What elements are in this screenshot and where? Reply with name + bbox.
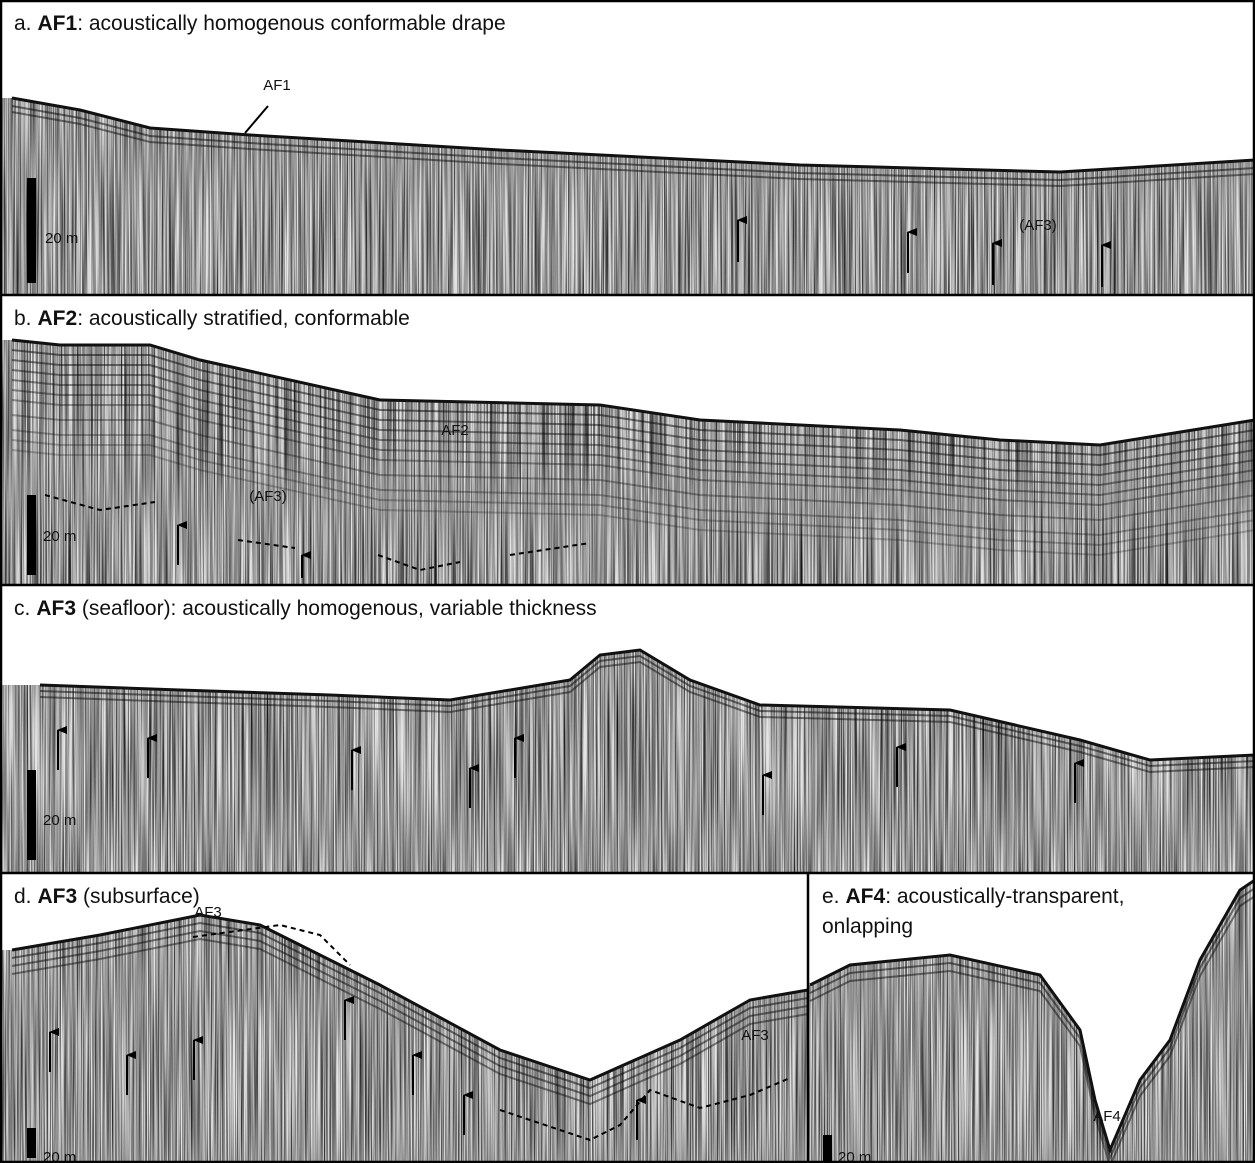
unit-label: (AF3) [1019,217,1057,234]
reflector [11,429,1255,537]
unit-label: AF1 [263,77,291,94]
reflector [11,414,1255,522]
panel-caption: a. AF1: acoustically homogenous conformab… [14,12,506,35]
panel-caption: e. AF4: acoustically-transparent, [822,885,1124,908]
panel-letter: e. [822,885,840,908]
sediment-texture [0,650,1255,873]
panel-code: AF4 [846,885,886,908]
dashed-horizon [499,1077,791,1142]
unit-label: AF2 [441,422,469,439]
panel-caption-text: (seafloor): acoustically homogenous, var… [76,597,597,620]
reflector [11,349,1255,457]
panel [0,913,808,1163]
reflector [11,111,1255,188]
reflector [11,105,1255,182]
panel-code: AF3 [36,597,76,620]
sediment-texture [0,340,1255,585]
reflector [11,929,808,1098]
reflector [11,359,1255,467]
leader-line [244,105,269,134]
panel-caption-line2: onlapping [822,915,913,938]
seafloor [11,338,1255,447]
unit-label: AF4 [1093,1108,1121,1125]
panel [0,96,1255,295]
panel [0,338,1255,585]
panel-code: AF1 [38,12,78,35]
dashed-horizon [44,494,156,512]
scale-bar [27,178,36,283]
reflector [11,399,1255,507]
scale-bar [27,1128,36,1158]
panel-caption-text: : acoustically stratified, conformable [77,307,410,330]
reflector [11,937,808,1106]
reflector [11,439,1255,547]
panel [0,648,1255,873]
sediment-texture [0,98,1255,295]
panel-letter: a. [14,12,32,35]
scale-label: 20 m [838,1149,871,1163]
panel-code: AF2 [38,307,78,330]
unit-label: AF3 [194,904,222,921]
reflector [11,921,808,1090]
reflector [11,379,1255,487]
unit-label: (AF3) [249,488,287,505]
reflector [11,449,1255,557]
panel-caption: b. AF2: acoustically stratified, conforma… [14,307,410,330]
panel-caption-text: (subsurface) [77,885,200,908]
panel-caption: d. AF3 (subsurface) [14,885,200,908]
sediment-texture [0,915,808,1163]
panel-letter: b. [14,307,32,330]
seafloor [39,648,1255,762]
reflector [11,369,1255,477]
panel-caption-text: : acoustically homogenous conformable dr… [77,12,505,35]
panel-code: AF3 [38,885,78,908]
panel-caption: c. AF3 (seafloor): acoustically homogenou… [14,597,597,620]
scale-bar [27,495,36,575]
reflector [809,895,1255,1163]
dashed-horizon [237,539,296,549]
reflector [39,654,1255,768]
panel [808,878,1255,1163]
scale-label: 20 m [45,230,78,247]
reflector [39,660,1255,774]
reflector [11,389,1255,497]
dashed-horizon [509,542,591,556]
scale-label: 20 m [43,1149,76,1163]
seafloor [809,878,1255,1155]
seafloor [11,913,808,1082]
scale-bar [27,770,36,860]
scale-label: 20 m [43,528,76,545]
reflector [809,887,1255,1161]
panel-caption-text: : acoustically-transparent, [885,885,1124,908]
unit-label: AF3 [741,1027,769,1044]
panel-letter: d. [14,885,32,908]
sediment-texture [808,880,1255,1163]
scale-label: 20 m [43,812,76,829]
panel-letter: c. [14,597,30,620]
scale-bar [823,1135,832,1163]
dashed-horizon [192,923,351,966]
seafloor [11,96,1255,174]
